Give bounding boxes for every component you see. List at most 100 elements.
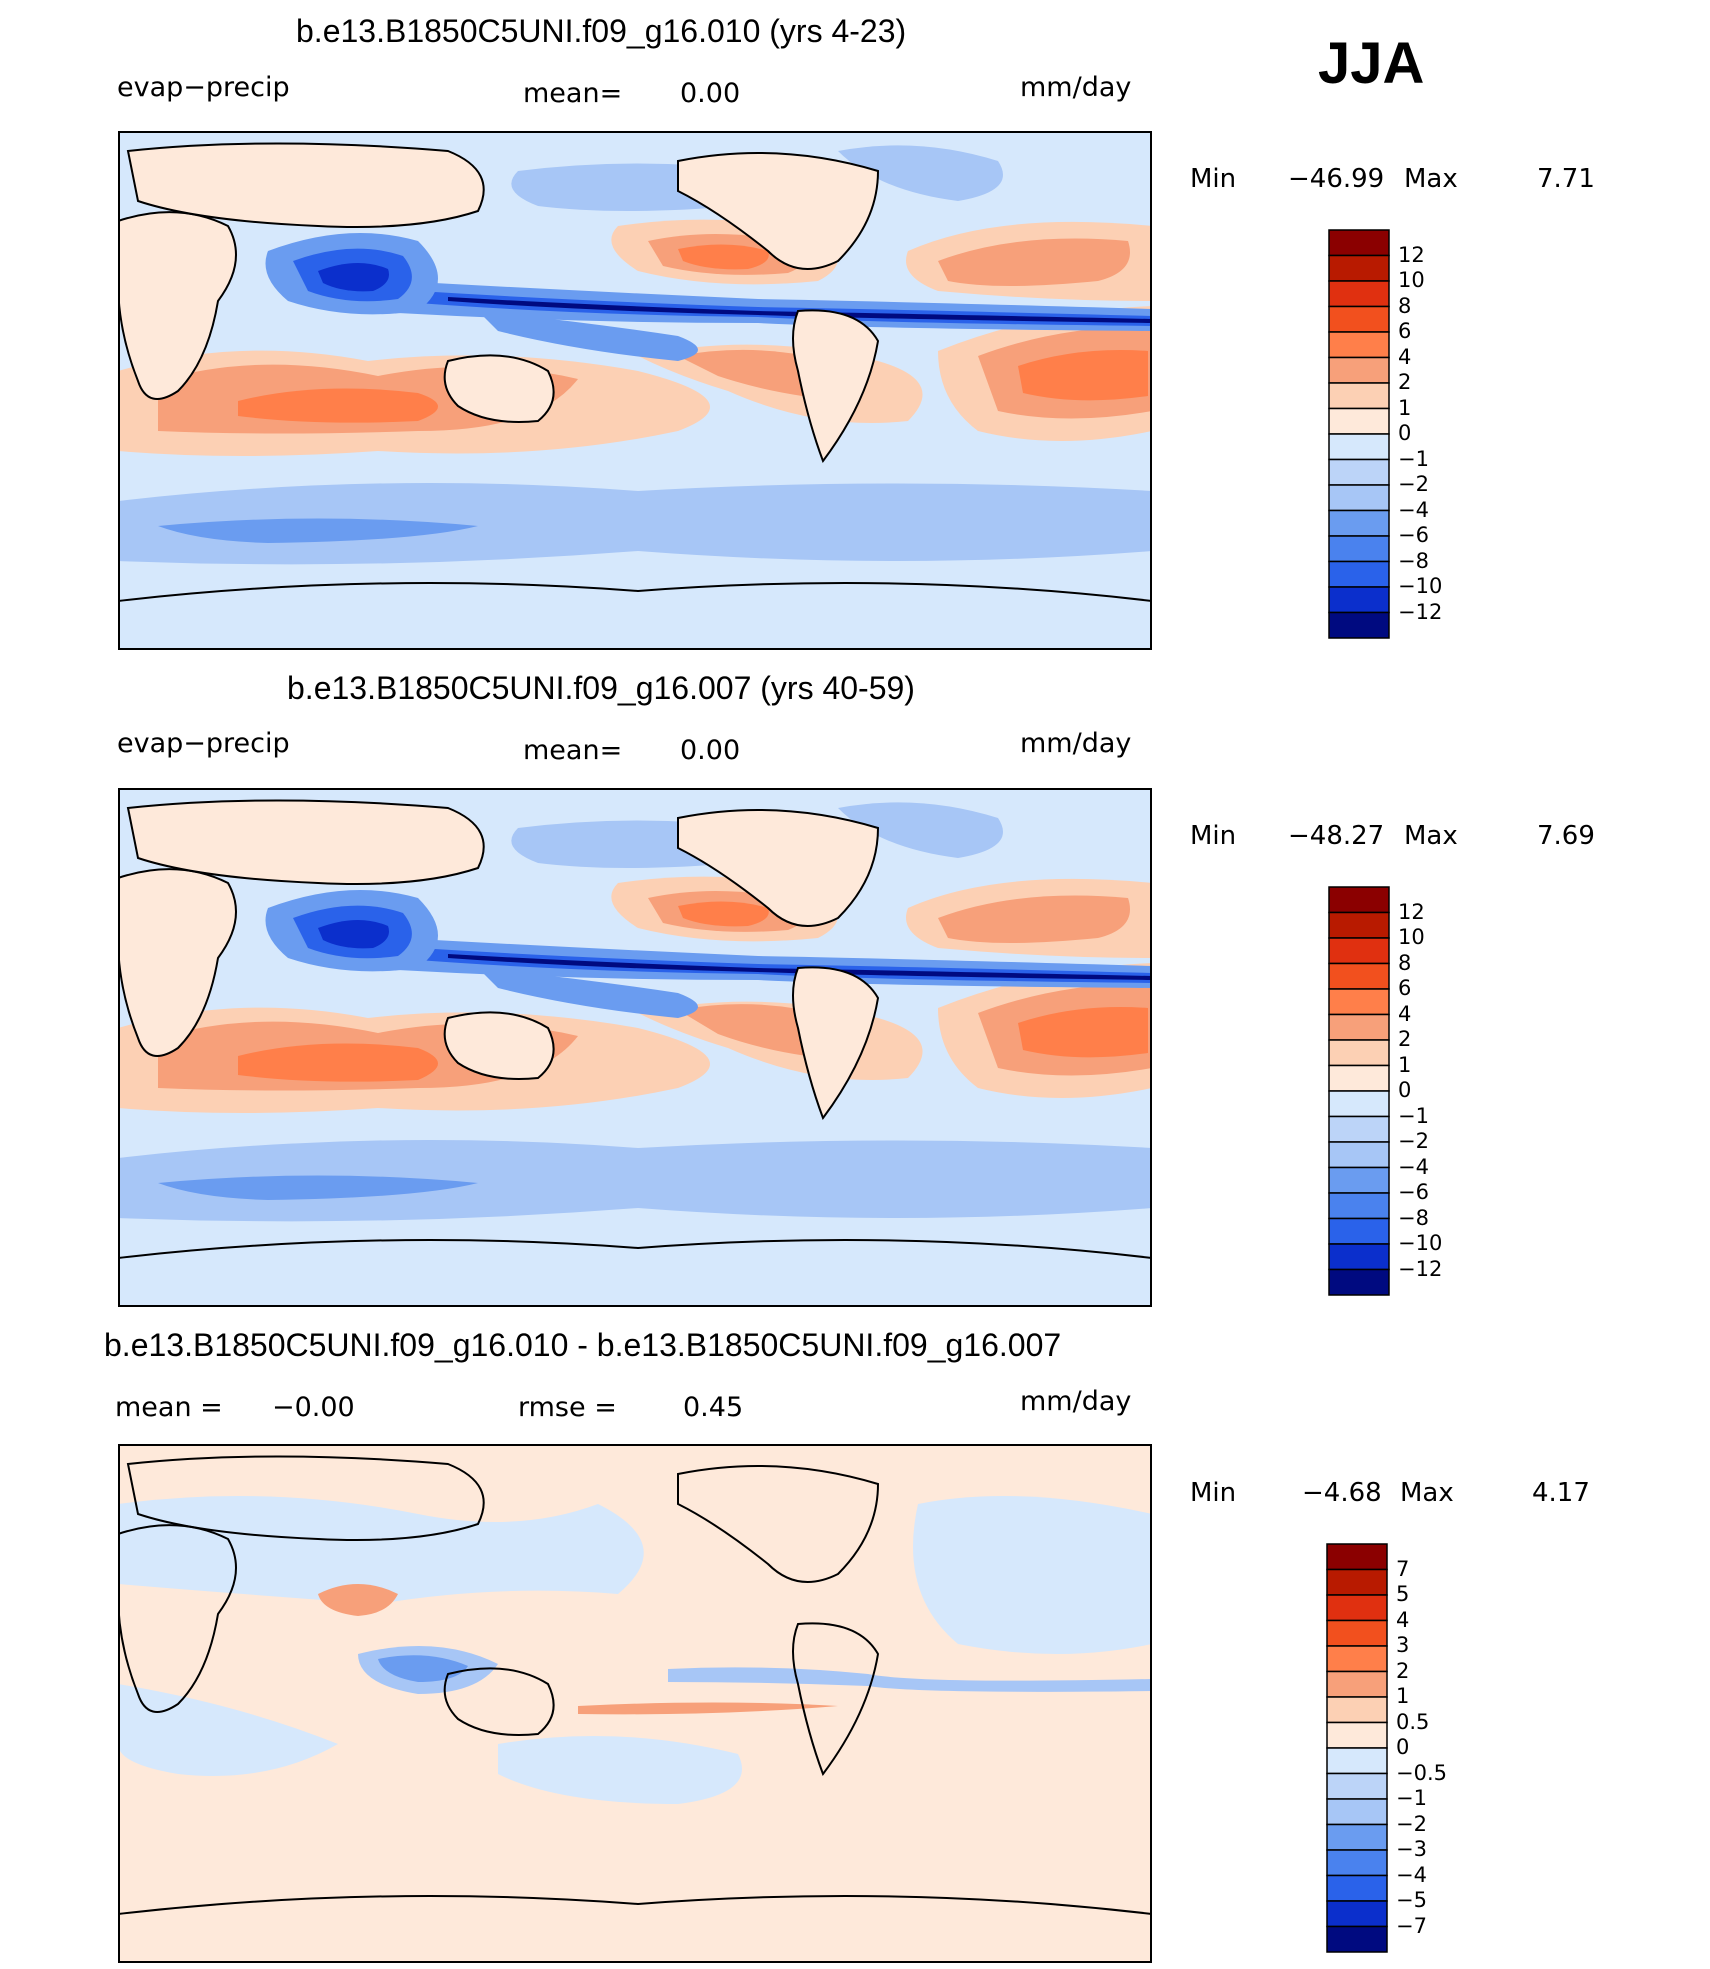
australia bbox=[443, 1011, 555, 1080]
colorbar-box bbox=[1326, 1798, 1388, 1826]
map-frame bbox=[118, 788, 1152, 1307]
precip-north-atlantic-storm-track bbox=[838, 145, 1003, 201]
evap-max-south-indian bbox=[238, 1043, 438, 1082]
colorbar-box bbox=[1328, 937, 1390, 965]
colorbar-box bbox=[1326, 1696, 1388, 1724]
diff-negative-region-north bbox=[118, 1496, 644, 1604]
colorbar-tick-label: −10 bbox=[1398, 574, 1443, 598]
panel-1-max-value: 7.71 bbox=[1537, 164, 1595, 194]
colorbar-tick-label: 0 bbox=[1396, 1735, 1410, 1759]
colorbar-box bbox=[1326, 1874, 1388, 1902]
colorbar-tick-label: 4 bbox=[1396, 1607, 1410, 1632]
asian-monsoon-core bbox=[318, 919, 389, 949]
evap-max-south-atlantic bbox=[1018, 1007, 1148, 1058]
colorbar-box bbox=[1328, 331, 1390, 359]
colorbar-box bbox=[1328, 611, 1390, 639]
panel-1-colorbar bbox=[1328, 229, 1390, 639]
colorbar-box bbox=[1326, 1900, 1388, 1928]
evap-max-south-atlantic bbox=[1018, 350, 1148, 401]
panel-2-colorbar bbox=[1328, 886, 1390, 1296]
colorbar-tick-label: 10 bbox=[1398, 268, 1425, 292]
colorbar-box bbox=[1328, 407, 1390, 435]
colorbar-tick-label: 8 bbox=[1398, 950, 1412, 975]
antarctica bbox=[118, 1895, 1152, 1915]
panel-3-rmse-label: rmse = bbox=[518, 1392, 617, 1423]
colorbar-tick-label: −2 bbox=[1398, 1129, 1429, 1153]
colorbar-box bbox=[1328, 1268, 1390, 1296]
precip-southern-ocean bbox=[118, 483, 1152, 565]
colorbar-tick-label: 0.5 bbox=[1396, 1709, 1430, 1734]
south-america bbox=[792, 309, 880, 464]
colorbar-box bbox=[1326, 1823, 1388, 1851]
panel-1-variable-label: evap−precip bbox=[117, 72, 290, 103]
panel-1-title: b.e13.B1850C5UNI.f09_g16.010 (yrs 4-23) bbox=[296, 13, 907, 49]
colorbar-box bbox=[1328, 1115, 1390, 1143]
panel-3-colorbar bbox=[1326, 1543, 1388, 1953]
colorbar-tick-label: −1 bbox=[1398, 446, 1429, 471]
panel-3-min-value: −4.68 bbox=[1302, 1478, 1382, 1508]
panel-3-max-value: 4.17 bbox=[1532, 1478, 1590, 1508]
colorbar-box bbox=[1326, 1568, 1388, 1596]
colorbar-tick-label: −1 bbox=[1396, 1786, 1427, 1810]
itcz-core bbox=[448, 297, 1152, 323]
colorbar-tick-label: 2 bbox=[1398, 370, 1412, 394]
colorbar-box bbox=[1328, 1217, 1390, 1245]
north-america bbox=[677, 152, 880, 270]
africa bbox=[118, 868, 237, 1057]
evap-core-north-atlantic bbox=[938, 895, 1130, 943]
colorbar-tick-label: −4 bbox=[1396, 1862, 1427, 1887]
colorbar-box bbox=[1328, 1166, 1390, 1194]
panel-1-min-value: −46.99 bbox=[1288, 164, 1385, 194]
colorbar-box bbox=[1326, 1543, 1388, 1571]
precip-north-atlantic-storm-track bbox=[838, 802, 1003, 858]
antarctica bbox=[118, 1239, 1152, 1307]
colorbar-box bbox=[1328, 382, 1390, 410]
panel-2-mean-label: mean= bbox=[523, 735, 623, 766]
colorbar-box bbox=[1328, 458, 1390, 486]
diff-positive-asia bbox=[318, 1584, 398, 1616]
evap-max-north-pacific bbox=[678, 901, 769, 927]
eurasia bbox=[126, 1455, 485, 1541]
colorbar-tick-label: 4 bbox=[1398, 1001, 1412, 1026]
colorbar-box bbox=[1326, 1772, 1388, 1800]
australia bbox=[443, 354, 555, 423]
evap-core-north-atlantic bbox=[938, 238, 1130, 286]
panel-3-mean-value: −0.00 bbox=[272, 1392, 355, 1423]
colorbar-tick-label: −2 bbox=[1398, 472, 1429, 496]
colorbar-box bbox=[1328, 560, 1390, 588]
colorbar-box bbox=[1328, 586, 1390, 614]
colorbar-box bbox=[1328, 280, 1390, 308]
colorbar-tick-label: 0 bbox=[1398, 1078, 1412, 1102]
africa bbox=[118, 1524, 237, 1713]
panel-2-variable-label: evap−precip bbox=[117, 728, 290, 759]
colorbar-box bbox=[1328, 254, 1390, 282]
panel-3-min-label: Min bbox=[1190, 1478, 1237, 1508]
colorbar-tick-label: −4 bbox=[1398, 497, 1429, 522]
panel-3-rmse-value: 0.45 bbox=[683, 1392, 744, 1423]
colorbar-box bbox=[1326, 1925, 1388, 1953]
colorbar-tick-label: 1 bbox=[1398, 395, 1412, 420]
colorbar-box bbox=[1328, 1039, 1390, 1067]
diff-negative-region-south-pacific bbox=[498, 1736, 742, 1804]
colorbar-box bbox=[1326, 1645, 1388, 1673]
colorbar-tick-label: 4 bbox=[1398, 344, 1412, 369]
north-america bbox=[677, 1465, 880, 1583]
precip-southern-ocean-core bbox=[158, 1175, 478, 1200]
colorbar-tick-label: 1 bbox=[1398, 1052, 1412, 1077]
colorbar-tick-label: 1 bbox=[1396, 1684, 1410, 1708]
colorbar-box bbox=[1326, 1619, 1388, 1647]
south-america bbox=[792, 966, 880, 1121]
diff-positive-south-itcz bbox=[578, 1702, 838, 1715]
colorbar-box bbox=[1328, 484, 1390, 512]
diff-negative-itcz bbox=[668, 1667, 1152, 1692]
colorbar-tick-label: −0.5 bbox=[1396, 1760, 1447, 1785]
colorbar-tick-label: 0 bbox=[1398, 421, 1412, 445]
colorbar-box bbox=[1328, 886, 1390, 914]
eurasia bbox=[126, 799, 485, 885]
antarctica bbox=[118, 582, 1152, 650]
south-america bbox=[792, 1622, 880, 1777]
map-frame bbox=[118, 1444, 1152, 1963]
colorbar-tick-label: −12 bbox=[1398, 599, 1443, 624]
colorbar-tick-label: −8 bbox=[1398, 548, 1429, 573]
colorbar-box bbox=[1328, 988, 1390, 1016]
